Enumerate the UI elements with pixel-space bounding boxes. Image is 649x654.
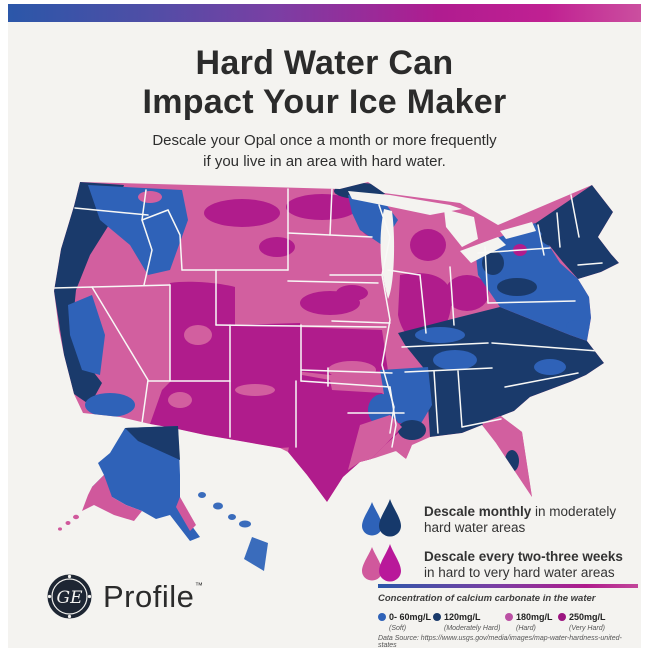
legend-item-moderately-hard: 120mg/L (Moderately Hard) — [433, 607, 500, 633]
map-legend: Concentration of calcium carbonate in th… — [378, 584, 638, 649]
profile-wordmark: Profile ™ — [103, 578, 203, 615]
legend-value: 0- 60mg/L — [389, 611, 432, 622]
hard-color-dot — [505, 612, 513, 621]
legend-value: 180mg/L — [516, 611, 553, 622]
callout-descale-monthly: Descale monthly in moderately hard water… — [360, 498, 616, 542]
callout-text: Descale every two-three weeks in hard to… — [424, 549, 623, 581]
legend-value: 120mg/L — [444, 611, 481, 622]
title-line-1: Hard Water Can — [195, 44, 454, 82]
subtitle-line-2: if you live in an area with hard water. — [203, 153, 446, 170]
callout-line2: hard water areas — [424, 520, 526, 535]
legend-item-very-hard: 250mg/L (Very Hard) — [558, 607, 606, 633]
subtitle-line-1: Descale your Opal once a month or more f… — [152, 132, 497, 149]
state-borders — [54, 188, 603, 448]
ge-monogram-letters: GE — [57, 588, 84, 608]
legend-gradient-divider — [378, 584, 638, 588]
hawaii — [198, 492, 268, 571]
legend-items: 0- 60mg/L (Soft) 120mg/L (Moderately Har… — [378, 607, 638, 632]
poster-canvas: Hard Water Can Impact Your Ice Maker Des… — [8, 4, 641, 649]
legend-hardness: (Soft) — [389, 624, 407, 632]
callout-rest: in moderately — [531, 504, 617, 519]
alaska — [58, 426, 200, 541]
us-water-hardness-map — [54, 182, 619, 571]
callout-text: Descale monthly in moderately hard water… — [424, 504, 616, 536]
legend-hardness: (Very Hard) — [569, 624, 605, 632]
callout-line2: in hard to very hard water areas — [424, 565, 615, 580]
trademark-symbol: ™ — [194, 580, 204, 590]
brand-lockup: GE Profile ™ — [46, 573, 203, 620]
very-hard-color-dot — [558, 612, 566, 621]
moderately-hard-color-dot — [433, 612, 441, 621]
subtitle: Descale your Opal once a month or more f… — [8, 130, 641, 172]
ge-monogram-icon: GE — [47, 574, 92, 619]
data-source: Data Source: https://www.usgs.gov/media/… — [378, 634, 622, 649]
profile-text: Profile — [103, 578, 195, 614]
title-line-2: Impact Your Ice Maker — [142, 83, 507, 121]
page-title: Hard Water Can Impact Your Ice Maker — [8, 44, 641, 122]
great-lakes — [348, 191, 536, 299]
blue-water-drops-icon — [362, 499, 401, 537]
legend-heading: Concentration of calcium carbonate in th… — [378, 592, 596, 604]
legend-hardness: (Moderately Hard) — [444, 624, 501, 632]
legend-hardness: (Hard) — [516, 624, 536, 632]
callout-bold: Descale monthly — [424, 504, 532, 519]
legend-item-soft: 0- 60mg/L (Soft) — [378, 607, 431, 633]
callout-bold: Descale every two-three weeks — [424, 549, 623, 564]
soft-color-dot — [378, 612, 386, 621]
gradient-bar-top — [8, 4, 641, 22]
map-regions — [54, 182, 619, 502]
pink-water-drops-icon — [362, 544, 401, 582]
legend-value: 250mg/L — [569, 611, 606, 622]
callout-descale-two-three-weeks: Descale every two-three weeks in hard to… — [360, 543, 623, 587]
legend-item-hard: 180mg/L (Hard) — [505, 607, 553, 633]
